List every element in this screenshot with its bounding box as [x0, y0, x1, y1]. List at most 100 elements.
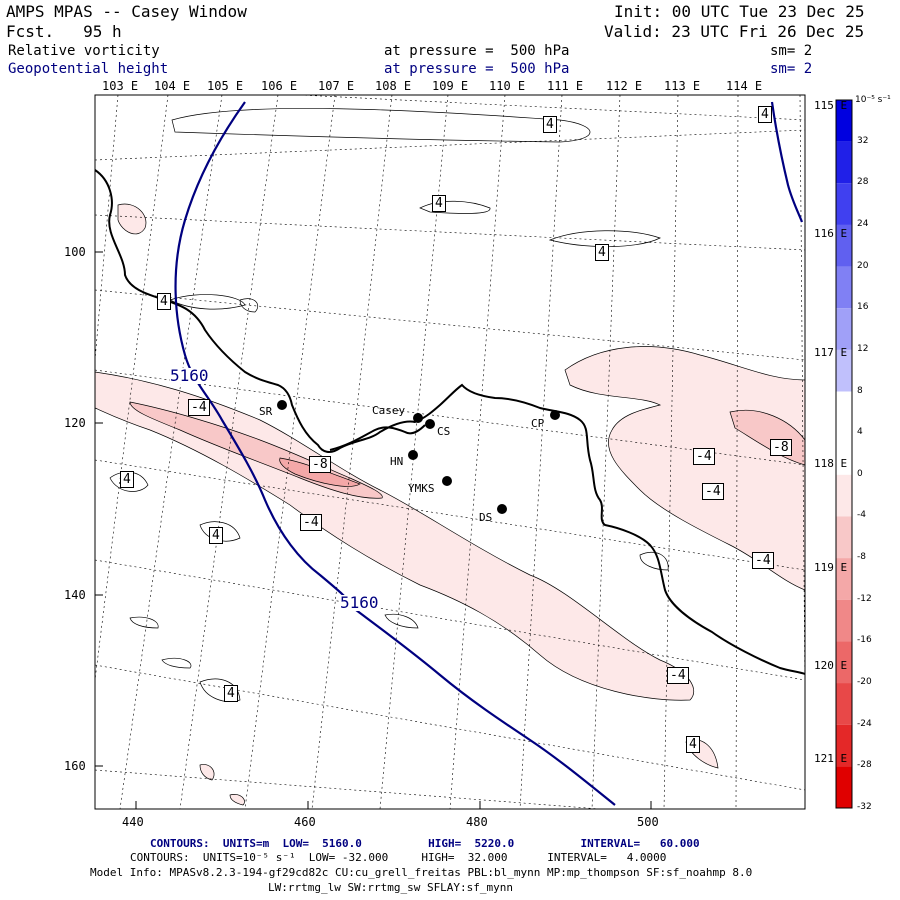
station-dot-ds	[497, 504, 507, 514]
colorbar-tick-label: 24	[857, 218, 869, 229]
lon-label: 103 E	[102, 79, 139, 93]
field1-smoothing: sm= 2	[770, 43, 813, 59]
colorbar-tick-label: 12	[857, 343, 869, 354]
x-tick-label: 460	[294, 815, 316, 829]
vorticity-contour-label: -4	[693, 448, 715, 465]
vorticity-region-west	[117, 203, 147, 235]
lon-label-right: 115 E	[814, 99, 848, 112]
colorbar-swatch	[836, 766, 852, 808]
vorticity-contour-label: 4	[595, 244, 609, 261]
colorbar-tick-label: 20	[857, 260, 869, 271]
x-tick-label: 440	[122, 815, 144, 829]
lon-label-right: 120 E	[814, 659, 848, 672]
field2-name: Geopotential height	[8, 61, 169, 77]
field1-level: at pressure = 500 hPa	[384, 43, 570, 59]
height-contour-label: 5160	[170, 366, 209, 385]
vorticity-shading	[95, 203, 805, 806]
colorbar-swatch	[836, 599, 852, 642]
station-label-ymks: YMKS	[408, 482, 435, 495]
lon-label-right: 118 E	[814, 457, 848, 470]
station-dot-sr	[277, 400, 287, 410]
colorbar-swatch	[836, 349, 852, 392]
station-markers	[277, 400, 560, 514]
vorticity-contour-label: -4	[702, 483, 724, 500]
station-label-hn: HN	[390, 455, 404, 468]
vorticity-contour-label: -8	[309, 456, 331, 473]
station-label-ds: DS	[479, 511, 493, 524]
height-contour-west	[174, 101, 616, 806]
colorbar-swatch	[836, 641, 852, 684]
station-dot-cs	[425, 419, 435, 429]
y-tick-label: 160	[64, 759, 86, 773]
station-dot-cp	[550, 410, 560, 420]
lon-label: 108 E	[375, 79, 412, 93]
colorbar-tick-label: -20	[857, 677, 872, 688]
colorbar-tick-label: 8	[857, 385, 863, 396]
lon-label: 106 E	[261, 79, 298, 93]
height-contour-east	[770, 101, 804, 223]
vorticity-contour-label: -4	[300, 514, 322, 531]
colorbar-swatch	[836, 183, 852, 225]
vorticity-contour-label: 4	[120, 471, 134, 488]
vorticity-contour-label: -4	[188, 399, 210, 416]
y-tick-label: 100	[64, 245, 86, 259]
colorbar-swatch	[836, 558, 852, 600]
colorbar-unit: 10⁻⁵ s⁻¹	[855, 95, 891, 105]
forecast-hour: Fcst. 95 h	[6, 22, 122, 41]
footer-model-info-2: LW:rrtmg_lw SW:rrtmg_sw SFLAY:sf_mynn	[268, 881, 514, 894]
vorticity-contour-label: 4	[209, 527, 223, 544]
lon-label: 112 E	[606, 79, 643, 93]
coastline	[95, 169, 805, 675]
lon-label: 105 E	[207, 79, 244, 93]
field2-level: at pressure = 500 hPa	[384, 61, 570, 77]
colorbar-swatch	[836, 433, 852, 475]
vorticity-contour-label: 4	[543, 116, 557, 133]
lon-label-right: 117 E	[814, 346, 848, 359]
vorticity-contour-label: -8	[770, 439, 792, 456]
lon-label: 109 E	[432, 79, 469, 93]
lon-label: 114 E	[726, 79, 763, 93]
lon-label-right: 116 E	[814, 227, 848, 240]
x-tick-label: 500	[637, 815, 659, 829]
field1-name: Relative vorticity	[8, 43, 160, 59]
station-label-cs: CS	[437, 425, 451, 438]
colorbar-tick-label: -28	[857, 760, 872, 771]
vorticity-contour-label: 4	[432, 195, 446, 212]
footer-contours-height: CONTOURS: UNITS=m LOW= 5160.0 HIGH= 5220…	[150, 837, 700, 850]
lat-grid	[95, 95, 805, 809]
colorbar	[835, 99, 853, 809]
colorbar-swatch	[836, 308, 852, 350]
footer-contours-vorticity: CONTOURS: UNITS=10⁻⁵ s⁻¹ LOW= -32.000 HI…	[130, 851, 667, 864]
map-contents	[95, 95, 805, 809]
init-time: Init: 00 UTC Tue 23 Dec 25	[614, 2, 865, 21]
colorbar-tick-label: -8	[857, 552, 866, 563]
valid-time: Valid: 23 UTC Fri 26 Dec 25	[604, 22, 865, 41]
colorbar-swatch	[836, 683, 852, 725]
colorbar-frame	[835, 99, 853, 809]
map-title: AMPS MPAS -- Casey Window	[6, 2, 247, 21]
lon-label: 104 E	[154, 79, 191, 93]
geopotential-contours	[174, 101, 804, 806]
station-dot-casey	[413, 413, 423, 423]
lon-label: 113 E	[664, 79, 701, 93]
vorticity-contour-label: 4	[758, 106, 772, 123]
station-dot-hn	[408, 450, 418, 460]
colorbar-tick-label: 32	[857, 135, 869, 146]
vorticity-contour-label: -4	[752, 552, 774, 569]
y-tick-label: 120	[64, 416, 86, 430]
station-dot-ymks	[442, 476, 452, 486]
colorbar-tick-label: 0	[857, 468, 863, 479]
colorbar-swatch	[836, 224, 852, 267]
station-label-cp: CP	[531, 417, 545, 430]
colorbar-tick-label: 16	[857, 302, 869, 313]
colorbar-tick-label: -16	[857, 635, 872, 646]
colorbar-tick-label: 28	[857, 177, 869, 188]
field2-smoothing: sm= 2	[770, 61, 813, 77]
colorbar-tick-label: -32	[857, 802, 872, 812]
footer-model-info: Model Info: MPASv8.2.3-194-gf29cd82c CU:…	[90, 866, 753, 879]
colorbar-tick-label: -24	[857, 718, 872, 729]
lon-label-right: 121 E	[814, 752, 848, 765]
lon-label-right: 119 E	[814, 561, 848, 574]
vorticity-contour-label: -4	[667, 667, 689, 684]
